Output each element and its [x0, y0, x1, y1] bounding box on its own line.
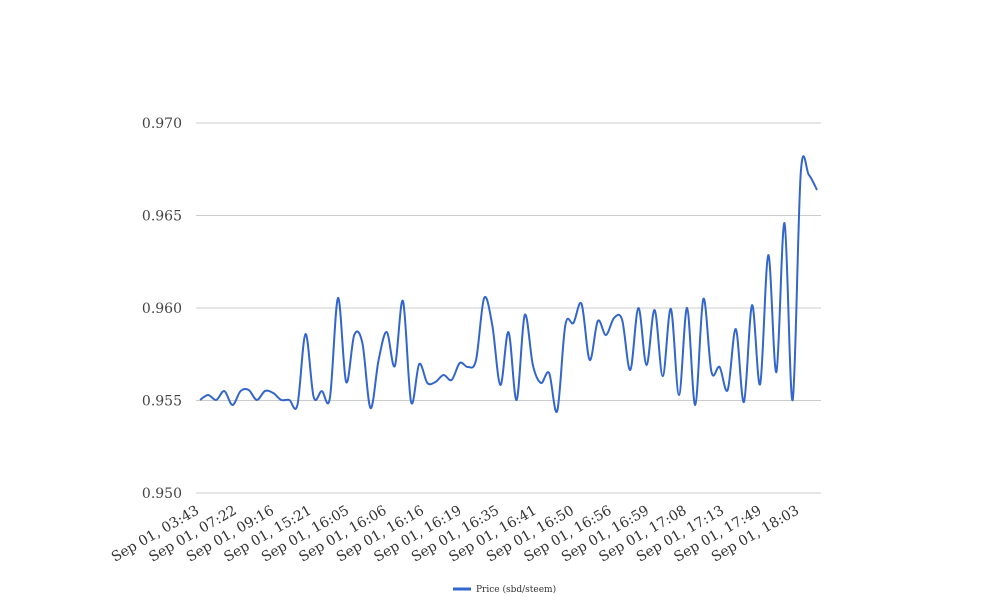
y-tick-label: 0.955 — [142, 394, 182, 410]
y-tick-label: 0.970 — [142, 116, 182, 132]
legend-label: Price (sbd/steem) — [476, 584, 556, 595]
legend[interactable]: Price (sbd/steem) — [453, 584, 556, 595]
y-tick-label: 0.950 — [142, 486, 182, 502]
y-tick-label: 0.960 — [142, 301, 182, 317]
y-tick-label: 0.965 — [142, 209, 182, 225]
series-line-price — [199, 155, 818, 413]
gridlines — [196, 122, 821, 494]
y-axis-ticks: 0.950 0.955 0.960 0.965 0.970 — [142, 116, 182, 502]
